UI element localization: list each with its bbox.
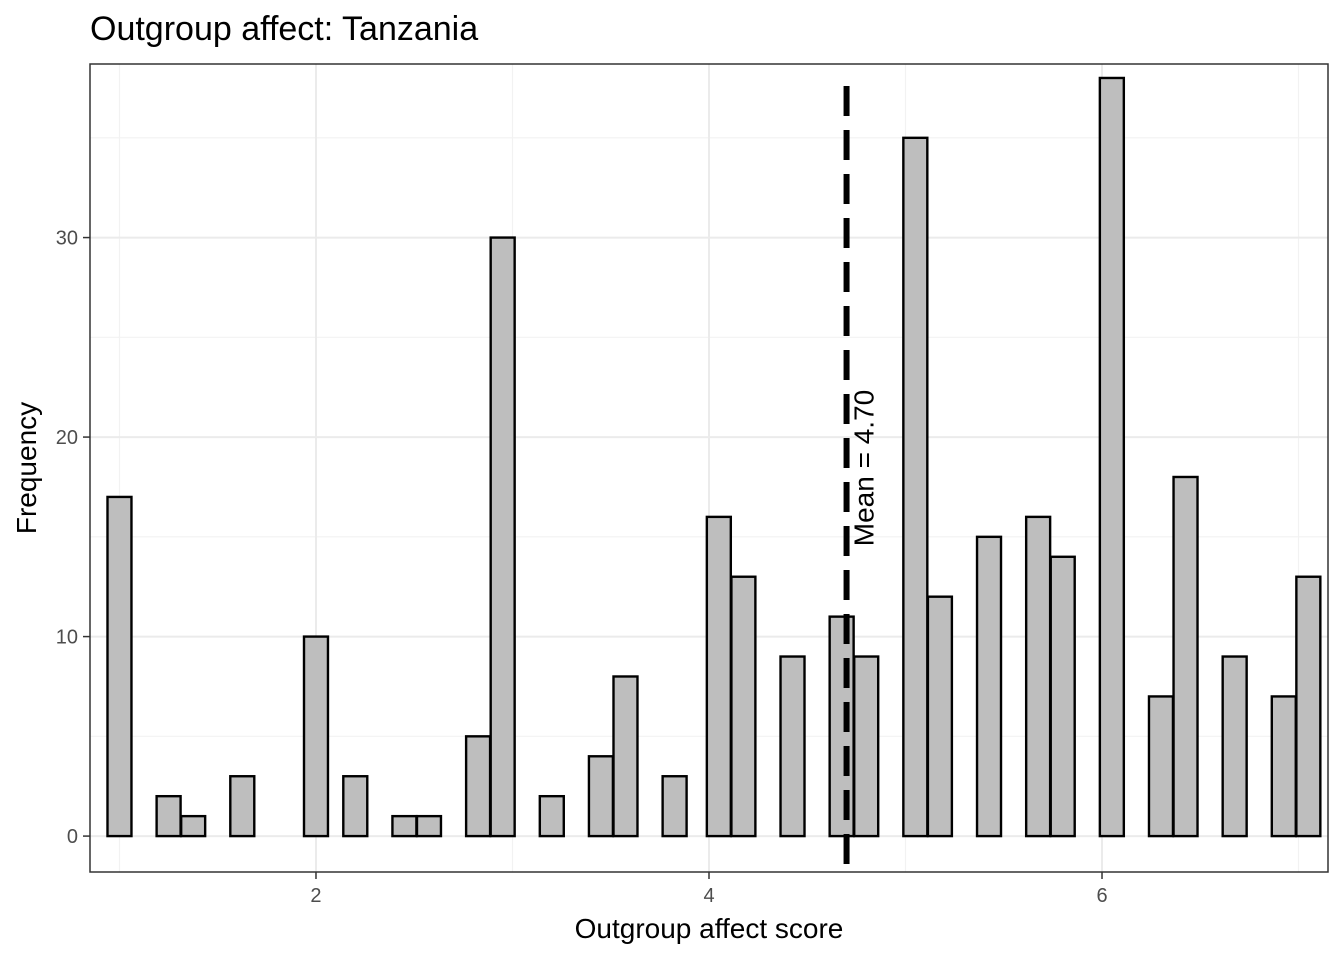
histogram-bar: [902, 136, 929, 838]
histogram-bar: [1172, 475, 1199, 838]
histogram-bar: [155, 794, 182, 838]
mean-label: Mean = 4.70: [849, 390, 880, 546]
histogram-bar: [587, 755, 615, 838]
histogram-bar: [1098, 76, 1126, 838]
histogram-bar: [391, 814, 418, 838]
histogram-bar: [1221, 655, 1248, 838]
histogram-bar: [975, 535, 1003, 838]
histogram-bar: [1049, 555, 1076, 838]
histogram-bar: [828, 615, 855, 838]
histogram-bar: [1147, 695, 1175, 838]
histogram-bar: [489, 236, 516, 838]
bars-layer: [106, 76, 1322, 838]
histogram-bar: [464, 735, 492, 838]
histogram-bar: [415, 814, 443, 838]
histogram-bar: [1024, 515, 1052, 838]
y-axis-label: Frequency: [11, 402, 42, 534]
histogram-bar: [302, 635, 330, 838]
histogram-bar: [1295, 575, 1322, 838]
y-tick-label: 30: [56, 228, 78, 250]
histogram-bar: [229, 775, 256, 838]
x-tick-label: 6: [1096, 885, 1107, 907]
y-tick-label: 20: [56, 427, 78, 449]
mean-layer: Mean = 4.70: [843, 86, 880, 872]
x-axis-label: Outgroup affect score: [575, 913, 844, 944]
histogram-bar: [538, 794, 565, 838]
x-tick-label: 4: [703, 885, 714, 907]
ticks-layer: 2 4 6 0 10 20 30: [56, 228, 1108, 907]
histogram-bar: [926, 595, 954, 838]
chart-title: Outgroup affect: Tanzania: [90, 10, 478, 48]
histogram-bar: [705, 515, 733, 838]
y-tick-label: 0: [67, 826, 78, 848]
histogram-bar: [730, 575, 757, 838]
histogram-bar: [342, 775, 369, 838]
histogram-bar: [1270, 695, 1297, 838]
histogram-bar: [661, 775, 688, 838]
histogram-bar: [179, 814, 207, 838]
histogram-bar: [612, 675, 639, 838]
histogram-bar: [853, 655, 880, 838]
histogram-bar: [106, 495, 133, 838]
histogram-bar: [779, 655, 806, 838]
y-tick-label: 10: [56, 627, 78, 649]
x-tick-label: 2: [310, 885, 321, 907]
